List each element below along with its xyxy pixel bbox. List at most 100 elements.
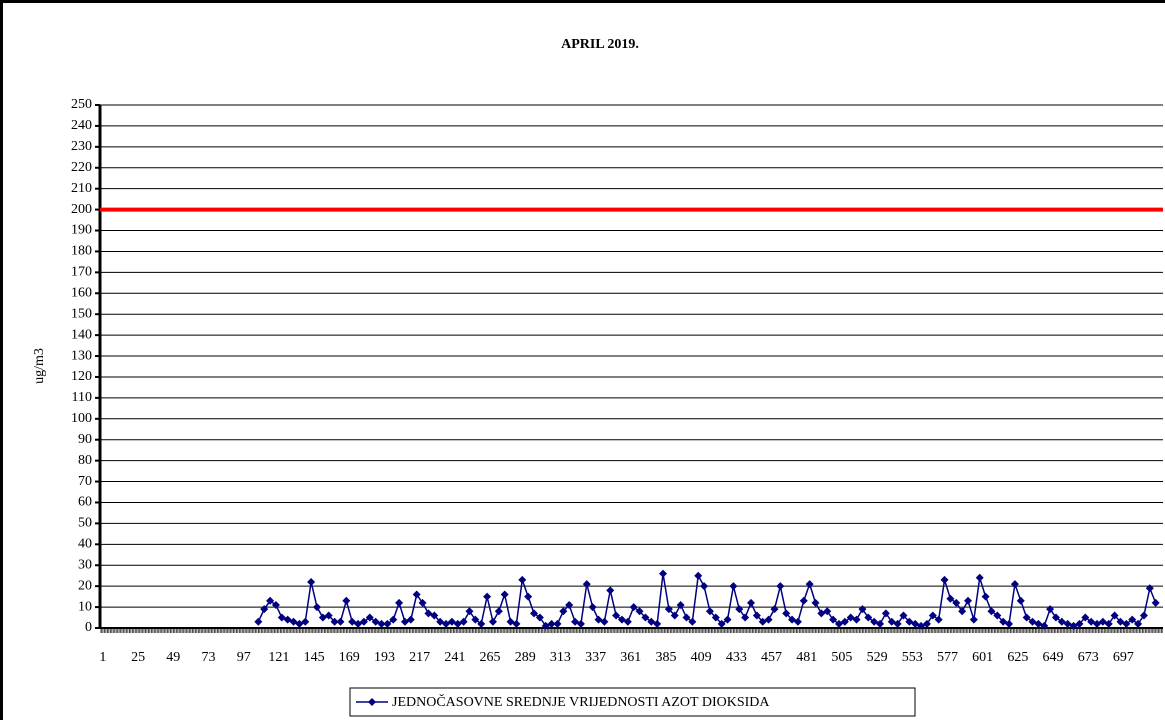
point-marker bbox=[547, 619, 556, 628]
x-tick-label: 361 bbox=[620, 650, 641, 665]
point-marker bbox=[342, 596, 351, 605]
point-marker bbox=[981, 592, 990, 601]
legend-box bbox=[349, 687, 916, 717]
x-tick-label: 601 bbox=[972, 650, 993, 665]
point-marker bbox=[1046, 605, 1055, 614]
point-marker bbox=[811, 598, 820, 607]
point-marker bbox=[1016, 596, 1025, 605]
point-marker bbox=[876, 619, 885, 628]
point-marker bbox=[494, 607, 503, 616]
point-marker bbox=[266, 596, 275, 605]
point-marker bbox=[488, 617, 497, 626]
x-tick-label: 121 bbox=[268, 650, 289, 665]
point-marker bbox=[471, 615, 480, 624]
point-marker bbox=[336, 617, 345, 626]
y-tick-label: 10 bbox=[78, 599, 92, 614]
x-axis-hatch bbox=[100, 628, 1163, 633]
point-marker bbox=[418, 598, 427, 607]
x-tick-label: 265 bbox=[480, 650, 501, 665]
point-marker bbox=[477, 619, 486, 628]
x-tick-label: 457 bbox=[761, 650, 782, 665]
point-marker bbox=[934, 615, 943, 624]
point-marker bbox=[975, 573, 984, 582]
point-marker bbox=[535, 613, 544, 622]
point-marker bbox=[312, 603, 321, 612]
point-marker bbox=[852, 615, 861, 624]
x-tick-label: 577 bbox=[937, 650, 958, 665]
y-tick-label: 40 bbox=[78, 537, 92, 552]
point-marker bbox=[582, 580, 591, 589]
point-marker bbox=[254, 617, 263, 626]
point-marker bbox=[500, 590, 509, 599]
point-marker bbox=[653, 619, 662, 628]
point-marker bbox=[946, 594, 955, 603]
point-marker bbox=[553, 619, 562, 628]
point-marker bbox=[465, 607, 474, 616]
point-marker bbox=[764, 615, 773, 624]
point-marker bbox=[829, 615, 838, 624]
point-marker bbox=[987, 607, 996, 616]
point-marker bbox=[705, 607, 714, 616]
point-marker bbox=[389, 615, 398, 624]
point-marker bbox=[430, 611, 439, 620]
y-tick-label: 20 bbox=[78, 578, 92, 593]
point-marker bbox=[1022, 613, 1031, 622]
y-tick-label: 230 bbox=[71, 139, 92, 154]
y-tick-label: 0 bbox=[85, 620, 92, 635]
point-marker bbox=[735, 605, 744, 614]
y-tick-label: 150 bbox=[71, 306, 92, 321]
point-marker bbox=[600, 617, 609, 626]
point-marker bbox=[782, 609, 791, 618]
point-marker bbox=[682, 613, 691, 622]
point-marker bbox=[746, 598, 755, 607]
point-marker bbox=[858, 605, 867, 614]
point-marker bbox=[377, 619, 386, 628]
x-tick-label: 433 bbox=[726, 650, 747, 665]
point-marker bbox=[793, 617, 802, 626]
x-tick-label: 193 bbox=[374, 650, 395, 665]
point-marker bbox=[406, 615, 415, 624]
point-marker bbox=[1104, 619, 1113, 628]
point-marker bbox=[969, 615, 978, 624]
point-marker bbox=[963, 596, 972, 605]
x-tick-label: 625 bbox=[1007, 650, 1028, 665]
point-marker bbox=[518, 575, 527, 584]
x-tick-label: 217 bbox=[409, 650, 430, 665]
y-tick-label: 120 bbox=[71, 369, 92, 384]
y-tick-label: 140 bbox=[71, 327, 92, 342]
point-marker bbox=[1051, 613, 1060, 622]
point-marker bbox=[565, 600, 574, 609]
point-marker bbox=[395, 598, 404, 607]
point-marker bbox=[1145, 584, 1154, 593]
point-marker bbox=[606, 586, 615, 595]
point-marker bbox=[1010, 580, 1019, 589]
point-marker bbox=[629, 603, 638, 612]
x-tick-label: 553 bbox=[902, 650, 923, 665]
point-marker bbox=[1005, 619, 1014, 628]
point-marker bbox=[723, 615, 732, 624]
point-marker bbox=[711, 613, 720, 622]
point-marker bbox=[694, 571, 703, 580]
x-tick-label: 241 bbox=[444, 650, 465, 665]
point-marker bbox=[776, 582, 785, 591]
y-tick-label: 90 bbox=[78, 432, 92, 447]
point-marker bbox=[1134, 619, 1143, 628]
point-marker bbox=[635, 607, 644, 616]
point-marker bbox=[1151, 598, 1160, 607]
point-marker bbox=[688, 617, 697, 626]
x-tick-label: 25 bbox=[131, 650, 145, 665]
y-tick-label: 170 bbox=[71, 265, 92, 280]
x-tick-label: 73 bbox=[201, 650, 215, 665]
point-marker bbox=[271, 600, 280, 609]
point-marker bbox=[1081, 613, 1090, 622]
y-tick-label: 160 bbox=[71, 285, 92, 300]
y-axis-label: ug/m3 bbox=[32, 348, 47, 384]
point-marker bbox=[840, 617, 849, 626]
point-marker bbox=[383, 619, 392, 628]
point-marker bbox=[612, 611, 621, 620]
point-marker bbox=[307, 577, 316, 586]
point-marker bbox=[952, 598, 961, 607]
point-marker bbox=[559, 607, 568, 616]
x-tick-label: 169 bbox=[339, 650, 360, 665]
point-marker bbox=[1128, 615, 1137, 624]
